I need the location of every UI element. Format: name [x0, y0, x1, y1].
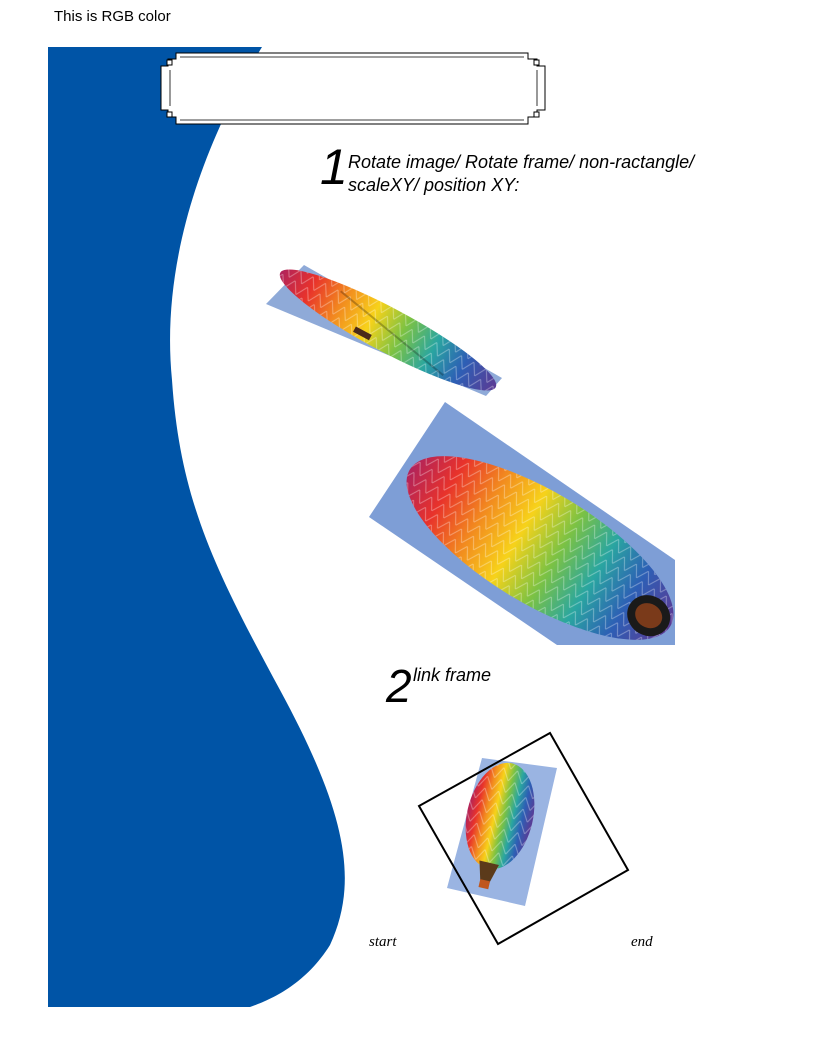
- step1-number: 1: [320, 139, 348, 195]
- blue-curve-panel: [48, 47, 345, 1007]
- step2-number: 2: [386, 660, 412, 712]
- step1-line2: scaleXY/ position XY:: [348, 175, 520, 195]
- rotated-image-strip: [266, 265, 502, 396]
- link-frame-group: [417, 731, 630, 946]
- rotated-frame-image: [369, 402, 675, 645]
- step1-line1: Rotate image/ Rotate frame/ non-ractangl…: [348, 152, 695, 172]
- hot-air-balloon-icon: [279, 269, 497, 391]
- hot-air-balloon-icon: [406, 456, 674, 640]
- hot-air-balloon-icon: [465, 762, 535, 890]
- step2-label: link frame: [413, 665, 492, 685]
- caption-end: end: [631, 934, 653, 950]
- title-frame: [160, 52, 546, 125]
- header-note: This is RGB color: [54, 8, 171, 25]
- ornate-frame-icon: [160, 52, 546, 125]
- step1-description: Rotate image/ Rotate frame/ non-ractangl…: [348, 151, 694, 197]
- caption-start: start: [369, 934, 397, 950]
- link-frame: [417, 731, 630, 946]
